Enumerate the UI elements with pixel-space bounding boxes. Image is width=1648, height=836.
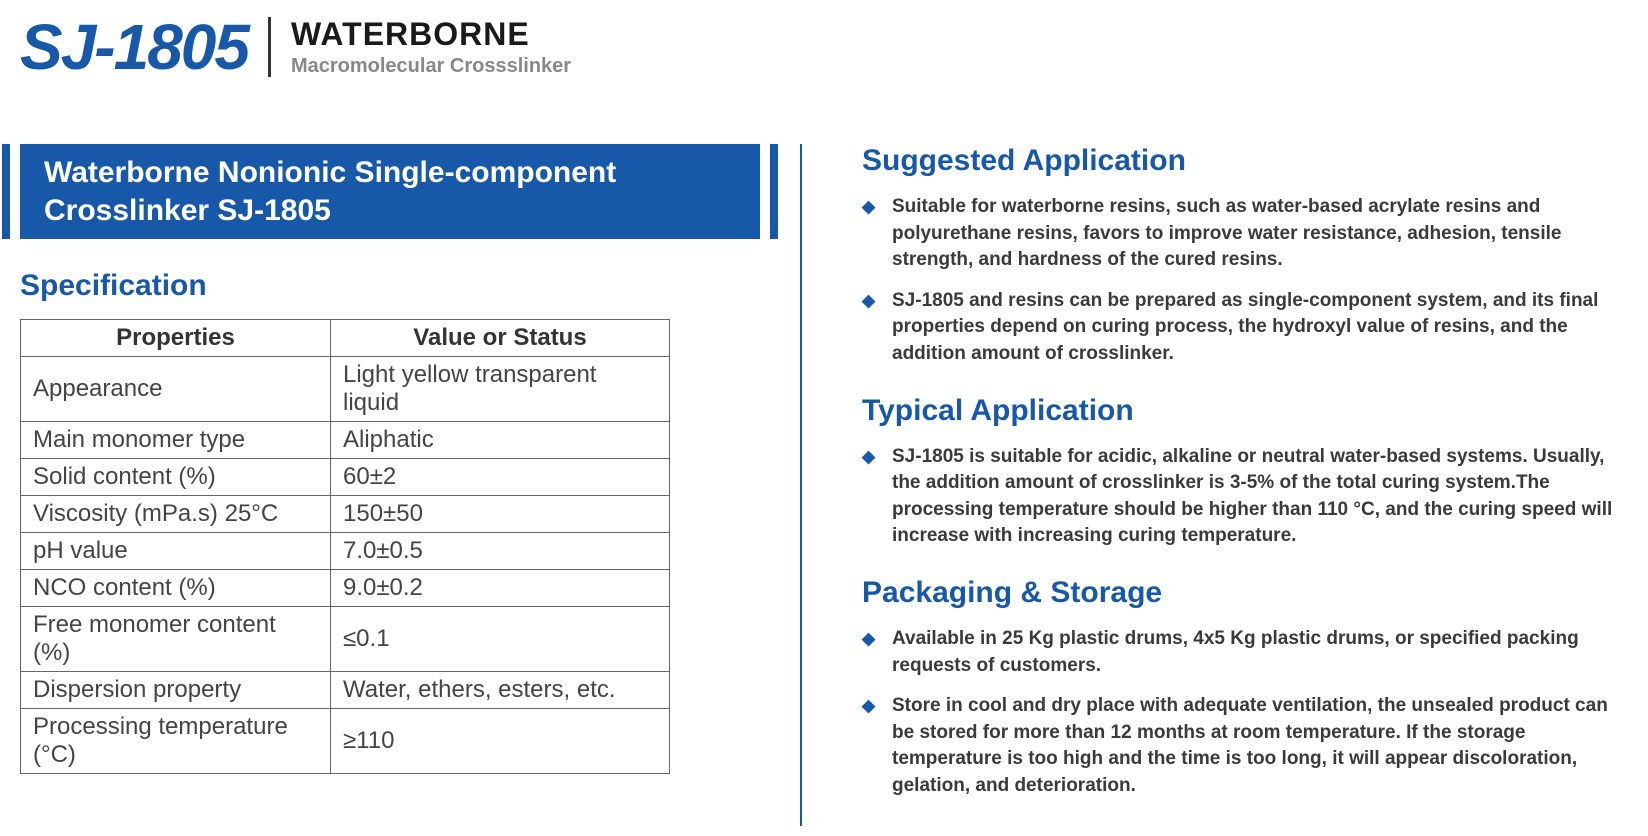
table-row: Viscosity (mPa.s) 25°C150±50 (21, 496, 670, 533)
packaging-storage-list: Available in 25 Kg plastic drums, 4x5 Kg… (862, 626, 1628, 800)
packaging-storage-heading: Packaging & Storage (862, 576, 1628, 610)
value-cell: Aliphatic (331, 422, 670, 459)
property-cell: Main monomer type (21, 422, 331, 459)
value-cell: 150±50 (331, 496, 670, 533)
table-row: pH value7.0±0.5 (21, 533, 670, 570)
property-cell: Dispersion property (21, 672, 331, 709)
property-cell: Processing temperature (°C) (21, 709, 331, 774)
property-cell: Free monomer content (%) (21, 607, 331, 672)
suggested-application-heading: Suggested Application (862, 144, 1628, 178)
table-row: Dispersion propertyWater, ethers, esters… (21, 672, 670, 709)
header-title: WATERBORNE (291, 16, 571, 53)
header-subtitle: Macromolecular Crossslinker (291, 55, 571, 78)
col-properties-header: Properties (21, 320, 331, 357)
two-column-layout: Waterborne Nonionic Single-component Cro… (20, 144, 1628, 826)
list-item: Store in cool and dry place with adequat… (862, 693, 1628, 799)
property-cell: Appearance (21, 357, 331, 422)
specification-table: Properties Value or Status AppearanceLig… (20, 319, 670, 774)
col-value-header: Value or Status (331, 320, 670, 357)
banner-text: Waterborne Nonionic Single-component Cro… (40, 154, 740, 229)
typical-application-heading: Typical Application (862, 394, 1628, 428)
header-right-block: WATERBORNE Macromolecular Crossslinker (291, 16, 571, 78)
header-divider (268, 17, 271, 77)
table-row: Main monomer typeAliphatic (21, 422, 670, 459)
list-item: SJ-1805 and resins can be prepared as si… (862, 288, 1628, 368)
table-row: Solid content (%)60±2 (21, 459, 670, 496)
list-item: SJ-1805 is suitable for acidic, alkaline… (862, 444, 1628, 550)
value-cell: 7.0±0.5 (331, 533, 670, 570)
value-cell: Light yellow transparent liquid (331, 357, 670, 422)
value-cell: ≥110 (331, 709, 670, 774)
value-cell: ≤0.1 (331, 607, 670, 672)
product-code: SJ-1805 (20, 10, 248, 84)
table-row: AppearanceLight yellow transparent liqui… (21, 357, 670, 422)
table-header-row: Properties Value or Status (21, 320, 670, 357)
product-banner: Waterborne Nonionic Single-component Cro… (20, 144, 760, 239)
table-row: Processing temperature (°C)≥110 (21, 709, 670, 774)
list-item: Available in 25 Kg plastic drums, 4x5 Kg… (862, 626, 1628, 679)
typical-application-list: SJ-1805 is suitable for acidic, alkaline… (862, 444, 1628, 550)
specification-heading: Specification (20, 269, 760, 303)
value-cell: Water, ethers, esters, etc. (331, 672, 670, 709)
property-cell: pH value (21, 533, 331, 570)
value-cell: 60±2 (331, 459, 670, 496)
property-cell: Solid content (%) (21, 459, 331, 496)
list-item: Suitable for waterborne resins, such as … (862, 194, 1628, 274)
property-cell: NCO content (%) (21, 570, 331, 607)
left-column: Waterborne Nonionic Single-component Cro… (20, 144, 800, 826)
suggested-application-list: Suitable for waterborne resins, such as … (862, 194, 1628, 368)
right-column: Suggested Application Suitable for water… (800, 144, 1628, 826)
table-row: Free monomer content (%)≤0.1 (21, 607, 670, 672)
property-cell: Viscosity (mPa.s) 25°C (21, 496, 331, 533)
value-cell: 9.0±0.2 (331, 570, 670, 607)
document-header: SJ-1805 WATERBORNE Macromolecular Crosss… (20, 10, 1628, 84)
table-row: NCO content (%)9.0±0.2 (21, 570, 670, 607)
